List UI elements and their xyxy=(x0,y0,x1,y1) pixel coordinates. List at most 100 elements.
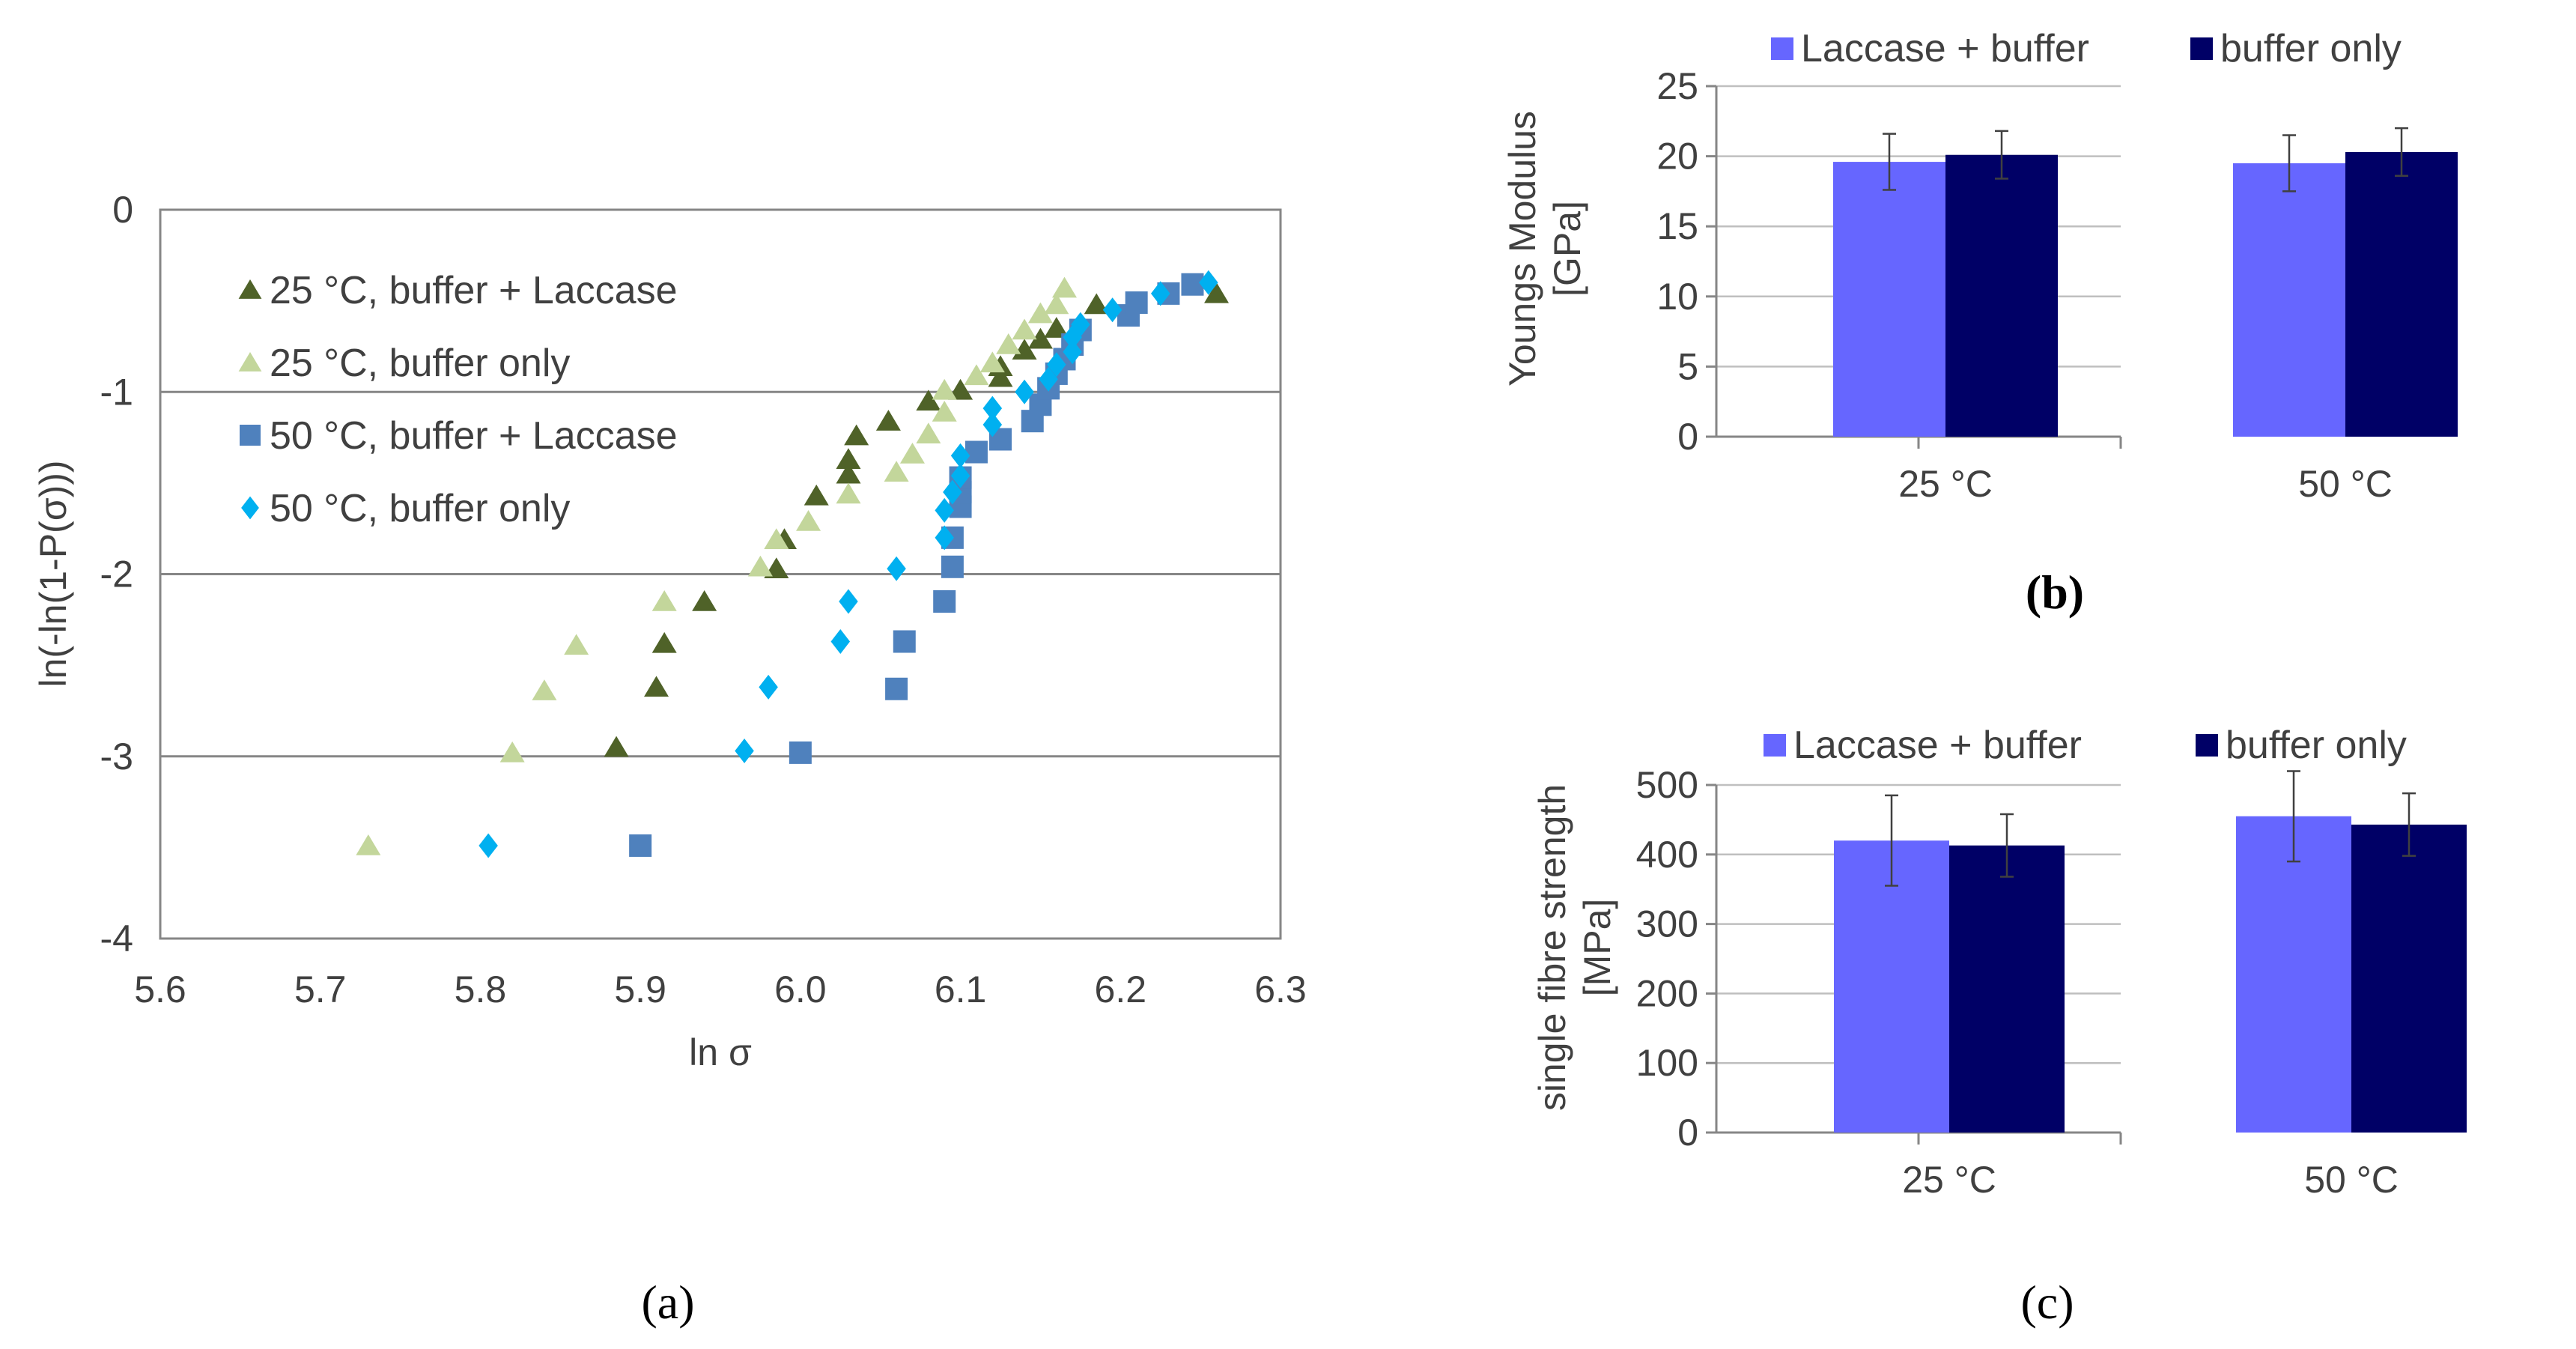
series-25-c-buffer-laccase xyxy=(604,282,1230,757)
bar xyxy=(1834,840,1949,1133)
data-point xyxy=(1181,273,1204,296)
bar xyxy=(1949,845,2065,1133)
data-point xyxy=(804,484,829,506)
data-point xyxy=(1150,281,1170,306)
data-point xyxy=(1047,352,1066,378)
data-point xyxy=(836,462,861,484)
data-point xyxy=(899,442,925,464)
x-tick-label: 5.7 xyxy=(294,968,347,1010)
plot-area-frame xyxy=(159,208,1282,940)
bar xyxy=(1833,162,1945,437)
y-axis-title-line2: [GPa] xyxy=(1546,201,1588,297)
data-point xyxy=(629,834,652,857)
data-point xyxy=(932,378,957,400)
x-tick-label: 6.3 xyxy=(1254,968,1307,1010)
x-axis-title: ln σ xyxy=(689,1031,752,1073)
data-point xyxy=(764,528,789,550)
data-point xyxy=(1063,339,1082,365)
data-point xyxy=(1027,327,1053,349)
legend-marker xyxy=(241,496,259,520)
panel-label-a: (a) xyxy=(641,1276,694,1329)
legend-item-50-c-buffer-laccase: 50 °C, buffer + Laccase xyxy=(240,414,678,458)
legend-item-50-c-buffer-only: 50 °C, buffer only xyxy=(241,487,570,530)
data-point xyxy=(1039,366,1058,392)
data-point xyxy=(1199,270,1218,295)
data-point xyxy=(982,412,1003,437)
series-50-c-buffer-only xyxy=(479,270,1218,858)
bar xyxy=(2351,824,2467,1133)
y-tick-label: 15 xyxy=(1656,205,1698,247)
x-tick-label: 25 °C xyxy=(1898,463,1993,505)
series-laccase-buffer xyxy=(1834,770,2351,1133)
data-point xyxy=(964,364,989,386)
legend-swatch xyxy=(2190,37,2213,60)
weibull-scatter-chart: 0 -1 -2 -3 -45.6 5.7 5.8 5.9 6.0 6.1 6.2 6.3 25 °C,… xyxy=(32,189,1307,1329)
series-buffer-only xyxy=(1945,127,2458,437)
data-point xyxy=(935,525,954,551)
y-tick-label: 200 xyxy=(1636,972,1698,1014)
x-tick-label: 5.9 xyxy=(614,968,666,1010)
data-point xyxy=(935,497,954,523)
y-tick-label: -3 xyxy=(100,736,133,777)
data-point xyxy=(933,589,956,613)
legend-label: 25 °C, buffer only xyxy=(270,342,570,385)
data-point xyxy=(948,378,973,400)
y-tick-label: -1 xyxy=(100,371,133,413)
y-axis-title-line2: [MPa] xyxy=(1576,899,1618,997)
x-tick-label: 25 °C xyxy=(1902,1159,1996,1201)
data-point xyxy=(735,738,754,763)
data-point xyxy=(796,509,821,531)
data-point xyxy=(1027,302,1053,324)
data-point xyxy=(1051,276,1077,298)
data-point xyxy=(1012,318,1037,340)
data-point xyxy=(1125,291,1148,315)
legend-label: buffer only xyxy=(2226,724,2407,767)
y-tick-label: 0 xyxy=(112,189,133,231)
data-point xyxy=(1204,282,1230,303)
data-point xyxy=(916,389,941,411)
data-point xyxy=(1012,339,1037,360)
data-point xyxy=(692,589,717,611)
legend-item-laccase-buffer: Laccase + buffer xyxy=(1771,27,2089,70)
legend-label: 50 °C, buffer + Laccase xyxy=(270,414,678,458)
y-tick-label: 0 xyxy=(1677,416,1698,458)
data-point xyxy=(759,674,778,700)
legend-label: Laccase + buffer xyxy=(1793,724,2082,767)
data-point xyxy=(884,461,909,482)
data-point xyxy=(875,410,901,431)
data-point xyxy=(887,556,906,581)
y-tick-label: -4 xyxy=(100,918,133,960)
x-tick-label: 5.6 xyxy=(134,968,186,1010)
data-point xyxy=(1044,317,1069,338)
data-point xyxy=(893,630,916,653)
data-point xyxy=(941,555,964,578)
y-tick-label: 100 xyxy=(1636,1042,1698,1084)
data-point xyxy=(532,679,557,700)
series-25-c-buffer-only xyxy=(356,276,1077,855)
bar xyxy=(2345,151,2458,437)
legend-marker xyxy=(238,279,262,299)
data-point xyxy=(651,631,677,653)
data-point xyxy=(836,482,861,504)
fibre-strength-bar-chart: 0 100 200 300 400 500 25 °C 50 °C Laccase + buf… xyxy=(1531,724,2467,1329)
data-point xyxy=(499,741,525,763)
data-point xyxy=(932,401,957,422)
legend-marker xyxy=(238,352,262,372)
data-point xyxy=(950,463,970,488)
legend-item-laccase-buffer: Laccase + buffer xyxy=(1764,724,2082,767)
data-point xyxy=(1015,379,1034,404)
y-tick-label: 400 xyxy=(1636,834,1698,876)
data-point xyxy=(950,443,970,468)
data-point xyxy=(979,351,1005,373)
x-tick-label: 6.2 xyxy=(1095,968,1147,1010)
data-point xyxy=(885,677,908,700)
data-point xyxy=(789,741,812,764)
x-tick-label: 6.1 xyxy=(935,968,987,1010)
y-tick-label: 25 xyxy=(1656,65,1698,107)
y-tick-label: 0 xyxy=(1677,1112,1698,1154)
data-point xyxy=(479,833,498,858)
data-point xyxy=(996,333,1021,354)
series-laccase-buffer xyxy=(1833,133,2345,437)
legend-swatch xyxy=(2196,734,2218,757)
